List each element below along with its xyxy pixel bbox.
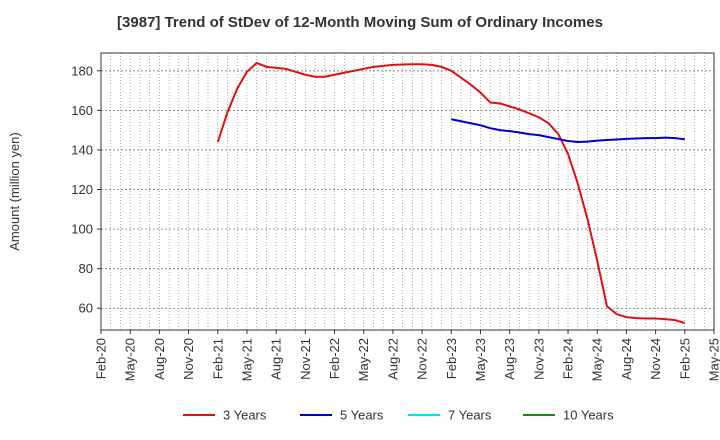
x-tick-label: Aug-21 — [269, 338, 284, 380]
legend-label: 5 Years — [340, 408, 384, 423]
legend-item-7-years: 7 Years — [408, 408, 492, 423]
y-tick-label: 80 — [79, 261, 93, 276]
legend-item-10-years: 10 Years — [523, 408, 614, 423]
x-tick-label: Feb-20 — [94, 338, 109, 379]
y-tick-label: 60 — [79, 301, 93, 316]
x-axis-ticks: Feb-20 May-20 Aug-20 Nov-20 Feb-21 May-21 Aug-… — [94, 330, 720, 381]
x-tick-label: May-24 — [590, 338, 605, 381]
x-tick-label: May-23 — [473, 338, 488, 381]
x-tick-label: Feb-25 — [677, 338, 692, 379]
y-axis-ticks: 60 80 100 120 140 160 180 — [71, 63, 101, 316]
legend: 3 Years 5 Years 7 Years 10 Years — [183, 408, 614, 423]
x-tick-label: Aug-22 — [385, 338, 400, 380]
x-tick-label: Aug-20 — [152, 338, 167, 380]
x-tick-label: Nov-23 — [531, 338, 546, 380]
legend-label: 10 Years — [563, 408, 614, 423]
x-tick-label: May-21 — [239, 338, 254, 381]
y-tick-label: 180 — [71, 63, 93, 78]
series-line-3-years — [216, 61, 686, 325]
x-tick-label: Nov-22 — [415, 338, 430, 380]
x-tick-label: Nov-21 — [298, 338, 313, 380]
legend-label: 3 Years — [223, 408, 267, 423]
x-tick-label: Feb-21 — [210, 338, 225, 379]
series-line-5-years — [451, 118, 685, 144]
x-tick-label: Feb-24 — [561, 338, 576, 379]
y-axis-title: Amount (million yen) — [7, 132, 22, 251]
x-tick-label: May-25 — [707, 338, 720, 381]
legend-item-5-years: 5 Years — [300, 408, 384, 423]
legend-label: 7 Years — [448, 408, 492, 423]
y-tick-label: 140 — [71, 142, 93, 157]
x-tick-label: Aug-24 — [619, 338, 634, 380]
plot-frame — [100, 52, 715, 331]
x-tick-label: May-22 — [356, 338, 371, 381]
chart-title: [3987] Trend of StDev of 12-Month Moving… — [117, 14, 603, 31]
y-tick-label: 100 — [71, 222, 93, 237]
x-tick-label: Nov-20 — [181, 338, 196, 380]
legend-item-3-years: 3 Years — [183, 408, 267, 423]
series-layer — [216, 61, 686, 325]
x-tick-label: Aug-23 — [502, 338, 517, 380]
y-tick-label: 120 — [71, 182, 93, 197]
grid-layer — [100, 53, 715, 330]
y-tick-label: 160 — [71, 103, 93, 118]
x-tick-label: Nov-24 — [648, 338, 663, 380]
x-tick-label: May-20 — [123, 338, 138, 381]
x-tick-label: Feb-23 — [444, 338, 459, 379]
x-tick-label: Feb-22 — [327, 338, 342, 379]
